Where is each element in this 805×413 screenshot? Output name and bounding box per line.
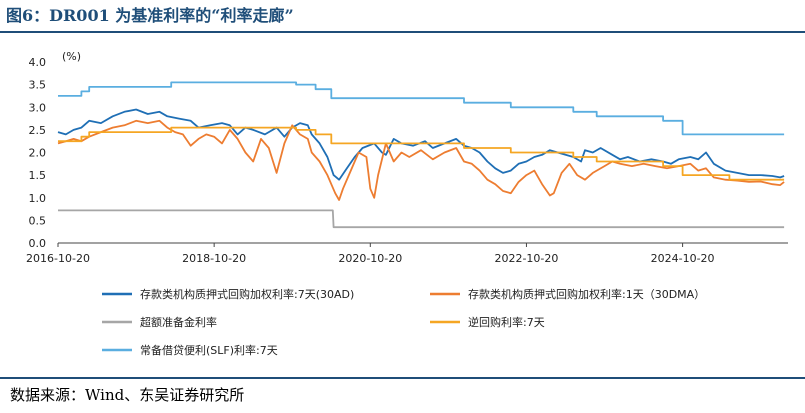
legend-label: 超额准备金利率	[140, 315, 217, 329]
series-line-3	[58, 209, 785, 229]
series-lines	[57, 81, 785, 229]
y-tick-label: 3.0	[29, 101, 47, 114]
legend-label: 存款类机构质押式回购加权利率:1天（30DMA）	[468, 287, 705, 301]
y-tick-label: 3.5	[29, 79, 47, 92]
y-axis-ticks: 0.0 0.5 1.0 1.5 2.0 2.5 3.0 3.5 4.0	[29, 56, 47, 250]
chart: (%) 0.0 0.5 1.0 1.5 2.0 2.5 3.0 3.5 4.0 2016-10-…	[26, 50, 788, 357]
data-source-note: 数据来源：Wind、东吴证券研究所	[10, 386, 245, 404]
legend-label: 逆回购利率:7天	[468, 315, 545, 329]
x-tick-label: 2020-10-20	[338, 252, 402, 265]
figure-title: 图6：DR001 为基准利率的“利率走廊”	[6, 6, 294, 25]
series-line-2	[57, 119, 785, 201]
source-divider	[0, 377, 805, 379]
series-line-5	[58, 81, 785, 136]
x-axis-ticks: 2016-10-20 2018-10-20 2020-10-20 2022-10-20…	[26, 243, 715, 265]
y-tick-label: 1.5	[29, 169, 47, 182]
x-tick-label: 2024-10-20	[651, 252, 715, 265]
title-divider	[0, 31, 805, 33]
y-tick-label: 2.5	[29, 124, 47, 137]
y-axis-unit-label: (%)	[62, 50, 81, 63]
y-tick-label: 2.0	[29, 147, 47, 160]
series-line-1	[57, 108, 785, 181]
legend-label: 常备借贷便利(SLF)利率:7天	[140, 343, 278, 357]
y-tick-label: 0.5	[29, 214, 47, 227]
x-tick-label: 2018-10-20	[182, 252, 246, 265]
y-tick-label: 1.0	[29, 192, 47, 205]
legend: 存款类机构质押式回购加权利率:7天(30AD) 存款类机构质押式回购加权利率:1天…	[102, 287, 705, 357]
legend-label: 存款类机构质押式回购加权利率:7天(30AD)	[140, 287, 354, 301]
y-tick-label: 0.0	[29, 237, 47, 250]
x-tick-label: 2022-10-20	[494, 252, 558, 265]
series-line-4	[58, 126, 785, 181]
y-tick-label: 4.0	[29, 56, 47, 69]
x-tick-label: 2016-10-20	[26, 252, 90, 265]
